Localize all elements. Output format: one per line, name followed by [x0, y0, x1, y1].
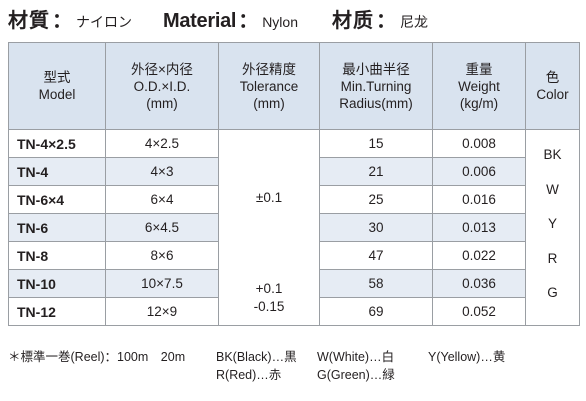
color-w: W: [546, 181, 559, 197]
cell-weight: 0.022: [432, 241, 526, 270]
title-en: Material： Nylon: [163, 4, 298, 33]
cell-model: TN-4×2.5: [8, 129, 106, 158]
cell-radius: 21: [319, 157, 433, 186]
cell-radius: 15: [319, 129, 433, 158]
cell-od-id: 6×4: [105, 185, 219, 214]
table-header-row: 型式 Model 外径×内径 O.D.×I.D. (mm) 外径精度 Tolerance…: [8, 42, 580, 130]
title-bar: 材質：ナイロン Material： Nylon 材质：尼龙: [8, 4, 578, 32]
title-cn: 材质：尼龙: [332, 4, 428, 33]
legend-yellow: Y(Yellow)…黄: [428, 350, 506, 364]
title-cn-value: 尼龙: [400, 14, 428, 30]
tolerance-large: +0.1 -0.15: [253, 281, 285, 314]
cell-radius: 69: [319, 297, 433, 326]
table-row: TN-10 10×7.5 58 0.036: [8, 269, 580, 298]
reel-note: ＊標準一巻(Reel)：100m 20m: [8, 350, 186, 364]
legend-black: BK(Black)…黒: [216, 350, 297, 364]
cell-model: TN-8: [8, 241, 106, 270]
spec-table: 型式 Model 外径×内径 O.D.×I.D. (mm) 外径精度 Tolerance…: [8, 42, 580, 326]
cell-radius: 30: [319, 213, 433, 242]
cell-radius: 58: [319, 269, 433, 298]
cell-weight: 0.052: [432, 297, 526, 326]
title-jp: 材質：ナイロン: [8, 4, 132, 33]
color-r: R: [547, 250, 558, 266]
legend-white: W(White)…白: [317, 350, 395, 364]
title-jp-value: ナイロン: [76, 14, 132, 30]
table-row: TN-8 8×6 47 0.022: [8, 241, 580, 270]
header-od-id: 外径×内径 O.D.×I.D. (mm): [105, 42, 219, 130]
cell-radius: 47: [319, 241, 433, 270]
header-color: 色 Color: [525, 42, 580, 130]
title-cn-colon: ：: [376, 10, 396, 32]
cell-model: TN-10: [8, 269, 106, 298]
cell-model: TN-4: [8, 157, 106, 186]
title-en-colon: ：: [238, 10, 259, 32]
table-row: TN-12 12×9 69 0.052: [8, 297, 580, 326]
footer-line-2: R(Red)…赤 G(Green)…緑: [8, 364, 583, 382]
cell-weight: 0.008: [432, 129, 526, 158]
cell-od-id: 12×9: [105, 297, 219, 326]
header-model: 型式 Model: [8, 42, 106, 130]
cell-od-id: 4×3: [105, 157, 219, 186]
cell-weight: 0.013: [432, 213, 526, 242]
tolerance-standard: ±0.1: [255, 190, 283, 205]
cell-od-id: 6×4.5: [105, 213, 219, 242]
cell-model: TN-12: [8, 297, 106, 326]
title-jp-label: 材質: [8, 10, 50, 32]
cell-model: TN-6: [8, 213, 106, 242]
title-jp-colon: ：: [52, 10, 72, 32]
cell-weight: 0.036: [432, 269, 526, 298]
title-en-value: Nylon: [262, 14, 298, 30]
cell-tolerance: ±0.1 +0.1 -0.15: [218, 129, 320, 326]
cell-radius: 25: [319, 185, 433, 214]
footer-notes: ＊標準一巻(Reel)：100m 20m BK(Black)…黒 W(White…: [8, 346, 583, 382]
table-row: TN-6×4 6×4 25 0.016: [8, 185, 580, 214]
header-radius: 最小曲半径 Min.Turning Radius(mm): [319, 42, 433, 130]
cell-od-id: 10×7.5: [105, 269, 219, 298]
legend-green: G(Green)…緑: [317, 368, 395, 382]
footer-line-1: ＊標準一巻(Reel)：100m 20m BK(Black)…黒 W(White…: [8, 346, 583, 364]
cell-model: TN-6×4: [8, 185, 106, 214]
cell-od-id: 4×2.5: [105, 129, 219, 158]
header-weight: 重量 Weight (kg/m): [432, 42, 526, 130]
header-tolerance: 外径精度 Tolerance (mm): [218, 42, 320, 130]
title-cn-label: 材质: [332, 10, 374, 32]
cell-weight: 0.016: [432, 185, 526, 214]
cell-od-id: 8×6: [105, 241, 219, 270]
cell-weight: 0.006: [432, 157, 526, 186]
table-row: TN-4×2.5 4×2.5 ±0.1 +0.1 -0.15 15 0.008 B…: [8, 129, 580, 326]
legend-red: R(Red)…赤: [216, 368, 282, 382]
table-row: TN-6 6×4.5 30 0.013: [8, 213, 580, 242]
cell-colors: BK W Y R G: [525, 129, 580, 326]
color-bk: BK: [543, 147, 562, 162]
color-g: G: [547, 285, 558, 300]
title-en-label: Material: [163, 10, 237, 32]
color-y: Y: [547, 216, 557, 231]
